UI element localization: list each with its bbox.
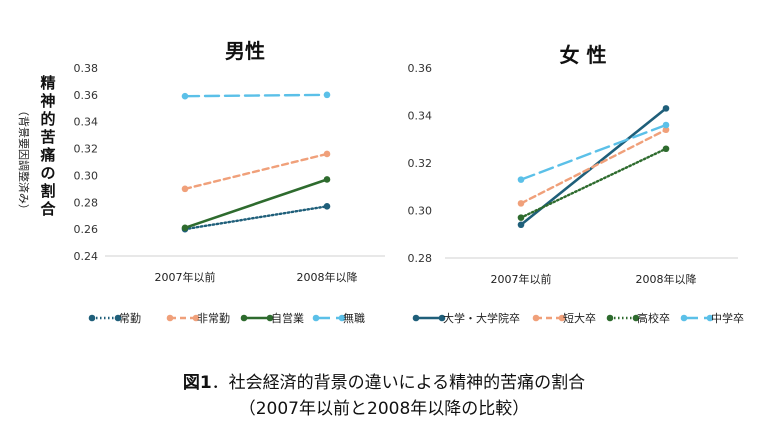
- y-tick-label: 0.38: [74, 62, 99, 75]
- series-自営業: 自営業: [181, 176, 331, 325]
- legend-swatch-marker: [680, 314, 688, 322]
- series-非常勤: 非常勤: [166, 150, 331, 325]
- y-tick-label: 0.34: [408, 110, 433, 123]
- legend-label: 無職: [343, 311, 365, 325]
- data-point: [517, 214, 525, 221]
- caption-line-1: 図1．社会経済的背景の違いによる精神的苦痛の割合: [0, 368, 768, 393]
- y-tick-label: 0.36: [74, 89, 99, 102]
- legend-label: 中学卒: [711, 311, 744, 325]
- series-中学卒: 中学卒: [517, 121, 744, 325]
- legend-swatch-marker: [532, 314, 540, 322]
- data-point: [662, 145, 670, 153]
- ylabel-char: 割: [40, 182, 55, 200]
- ylabel-char: 痛: [39, 146, 55, 164]
- ylabel-char: 神: [40, 92, 55, 110]
- legend-swatch-marker: [706, 314, 714, 322]
- ylabel-char: 合: [39, 200, 56, 218]
- legend-label: 大学・大学院卒: [443, 311, 520, 325]
- legend-swatch-marker: [412, 314, 420, 322]
- legend-swatch-marker: [266, 314, 274, 322]
- legend-label: 高校卒: [637, 311, 670, 325]
- data-point: [662, 105, 670, 112]
- data-point: [181, 224, 189, 232]
- series-常勤: 常勤: [88, 203, 331, 325]
- y-tick-label: 0.32: [74, 143, 99, 156]
- data-point: [181, 185, 189, 193]
- series-line: [183, 152, 329, 191]
- x-tick-label: 2008年以降: [297, 270, 358, 284]
- panel-title: 女 性: [560, 43, 607, 67]
- x-tick-label: 2007年以前: [491, 272, 552, 286]
- figure-number: 図1: [182, 373, 212, 393]
- caption-line-2: （2007年以前と2008年以降の比較）: [238, 399, 530, 419]
- x-tick-label: 2007年以前: [155, 270, 216, 284]
- legend-swatch-marker: [88, 314, 96, 322]
- ylabel-char: 苦: [40, 128, 55, 146]
- legend-label: 短大卒: [563, 311, 596, 325]
- legend-swatch-marker: [632, 314, 640, 322]
- legend-swatch-marker: [312, 314, 320, 322]
- ylabel-char: 精: [40, 74, 55, 92]
- y-tick-label: 0.36: [408, 62, 433, 75]
- legend-label: 自営業: [271, 311, 304, 325]
- y-tick-label: 0.32: [408, 157, 433, 170]
- series-line: [519, 123, 668, 181]
- y-tick-label: 0.34: [74, 116, 99, 129]
- legend-swatch-marker: [606, 314, 614, 322]
- y-tick-label: 0.28: [408, 252, 433, 265]
- series-大学・大学院卒: 大学・大学院卒: [412, 105, 670, 325]
- y-tick-label: 0.24: [74, 250, 99, 263]
- y-tick-label: 0.26: [74, 223, 99, 236]
- data-point: [323, 176, 331, 183]
- caption-text: ．社会経済的背景の違いによる精神的苦痛の割合: [211, 373, 586, 393]
- ylabel-char: の: [40, 164, 55, 182]
- legend-label: 非常勤: [197, 312, 230, 325]
- data-point: [323, 91, 331, 99]
- data-point: [323, 203, 331, 210]
- series-無職: 無職: [181, 91, 365, 325]
- legend-swatch-marker: [338, 314, 346, 322]
- legend-swatch-marker: [558, 314, 566, 322]
- legend-label: 常勤: [119, 312, 141, 325]
- series-line: [519, 128, 668, 205]
- series-line: [519, 147, 668, 219]
- series-高校卒: 高校卒: [517, 145, 670, 325]
- y-tick-label: 0.30: [408, 205, 433, 218]
- legend-swatch-marker: [438, 314, 446, 322]
- x-tick-label: 2008年以降: [636, 272, 697, 286]
- data-point: [517, 176, 525, 183]
- legend-swatch-marker: [114, 314, 122, 322]
- legend-swatch-marker: [192, 314, 200, 322]
- series-短大卒: 短大卒: [517, 126, 670, 325]
- series-line: [183, 178, 329, 230]
- data-point: [181, 92, 189, 100]
- y-tick-label: 0.30: [74, 169, 99, 182]
- legend-swatch-marker: [240, 314, 248, 322]
- y-tick-label: 0.28: [74, 196, 99, 209]
- ylabel-char: 的: [40, 110, 55, 128]
- data-point: [517, 200, 525, 207]
- data-point: [662, 121, 670, 129]
- panel-title: 男性: [225, 39, 265, 63]
- data-point: [662, 126, 670, 134]
- data-point: [323, 150, 331, 158]
- series-line: [183, 93, 329, 98]
- ylabel-sub: （背景要因調整済み）: [17, 105, 31, 215]
- series-line: [183, 205, 329, 231]
- data-point: [517, 221, 525, 229]
- legend-swatch-marker: [166, 314, 174, 322]
